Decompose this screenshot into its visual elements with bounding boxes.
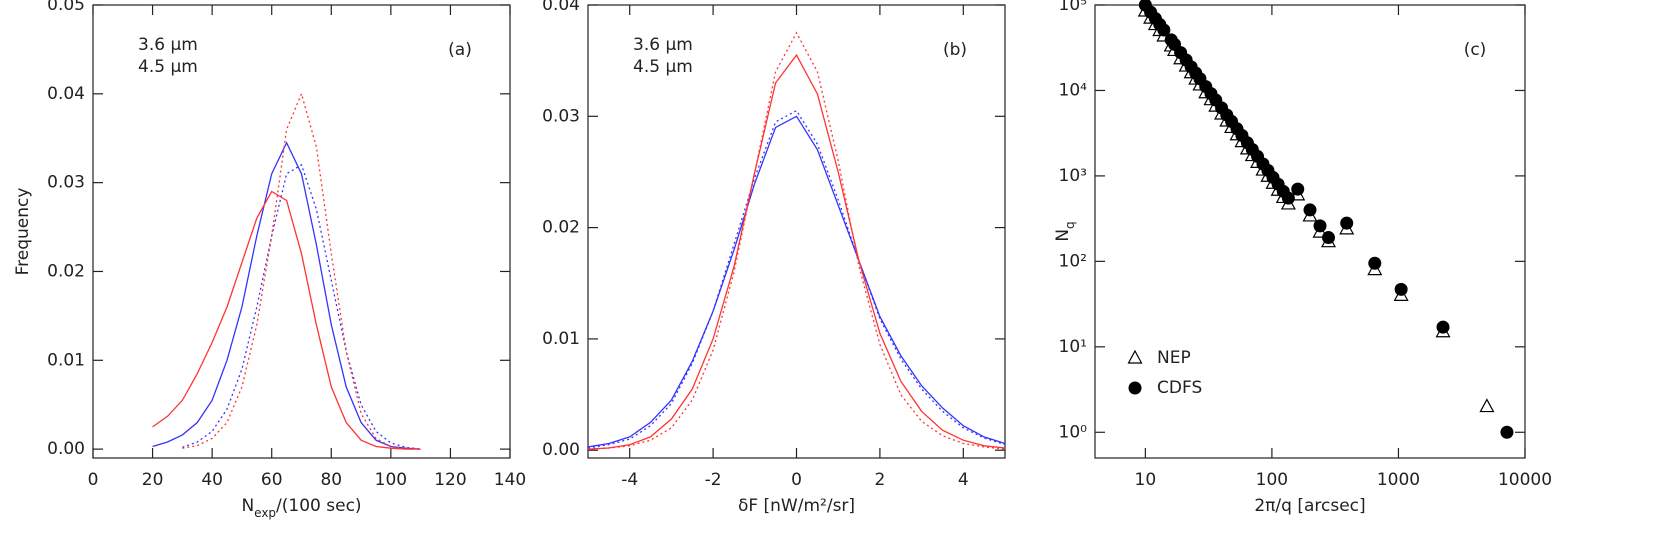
subscript: q bbox=[1063, 221, 1077, 229]
series-line bbox=[182, 91, 421, 450]
circle-marker bbox=[1281, 191, 1295, 205]
x-tick-label: 20 bbox=[142, 470, 164, 490]
circle-marker bbox=[1368, 256, 1382, 270]
x-axis-label: δF [nW/m²/sr] bbox=[738, 496, 855, 516]
y-tick-label: 0.04 bbox=[47, 84, 85, 104]
y-tick-label: 0.01 bbox=[47, 350, 85, 370]
series-line bbox=[152, 190, 421, 450]
y-tick-label: 0.00 bbox=[542, 440, 580, 460]
y-tick-label: 0.02 bbox=[542, 218, 580, 238]
y-tick-label: 0.01 bbox=[542, 329, 580, 349]
x-tick-label: 60 bbox=[261, 470, 283, 490]
circle-marker bbox=[1340, 216, 1354, 230]
x-tick-label: 100 bbox=[375, 470, 407, 490]
x-tick-label: 80 bbox=[320, 470, 342, 490]
y-axis-label: Nq bbox=[1053, 221, 1077, 241]
x-axis-label: Nexp/(100 sec) bbox=[241, 496, 361, 520]
series-line bbox=[587, 115, 1006, 448]
x-axis-label: 2π/q [arcsec] bbox=[1254, 496, 1365, 516]
circle-marker bbox=[1321, 231, 1335, 245]
x-tick-label: -4 bbox=[621, 470, 638, 490]
label-part: /(100 sec) bbox=[276, 496, 362, 516]
series-line bbox=[587, 109, 1006, 449]
y-tick-label: 0.03 bbox=[542, 106, 580, 126]
legend-label: 3.6 μm bbox=[633, 35, 693, 55]
circle-marker bbox=[1291, 182, 1305, 196]
x-tick-label: 10 bbox=[1135, 470, 1157, 490]
legend-marker bbox=[1128, 381, 1142, 395]
circle-marker bbox=[1394, 282, 1408, 296]
y-tick-label: 10² bbox=[1059, 251, 1087, 271]
y-tick-label: 0.05 bbox=[47, 0, 85, 15]
legend-marker bbox=[1127, 349, 1143, 364]
x-tick-label: 100 bbox=[1256, 470, 1288, 490]
legend-label: CDFS bbox=[1157, 378, 1202, 398]
plot-frame bbox=[92, 4, 511, 459]
y-tick-label: 10⁴ bbox=[1059, 80, 1088, 100]
legend-label: NEP bbox=[1157, 348, 1191, 368]
y-tick-label: 10⁰ bbox=[1059, 422, 1088, 442]
x-tick-label: 140 bbox=[494, 470, 526, 490]
x-tick-label: 10000 bbox=[1498, 470, 1552, 490]
x-tick-label: -2 bbox=[705, 470, 722, 490]
panel-label: (c) bbox=[1464, 40, 1487, 60]
series-line bbox=[152, 141, 421, 450]
circle-marker bbox=[1313, 219, 1327, 233]
legend-label: 3.6 μm bbox=[138, 35, 198, 55]
subscript: exp bbox=[254, 506, 276, 520]
circle-marker bbox=[1303, 203, 1317, 217]
series-line bbox=[587, 31, 1006, 450]
series-line bbox=[587, 53, 1006, 450]
y-tick-label: 10⁵ bbox=[1059, 0, 1087, 15]
legend-label: 4.5 μm bbox=[138, 57, 198, 77]
circle-marker bbox=[1157, 23, 1171, 37]
triangle-marker bbox=[1479, 398, 1495, 413]
y-tick-label: 0.04 bbox=[542, 0, 580, 15]
x-tick-label: 1000 bbox=[1377, 470, 1420, 490]
circle-marker bbox=[1500, 425, 1514, 439]
y-tick-label: 0.02 bbox=[47, 261, 85, 281]
x-tick-label: 2 bbox=[874, 470, 885, 490]
y-tick-label: 0.00 bbox=[47, 439, 85, 459]
panel-label: (b) bbox=[943, 40, 967, 60]
x-tick-label: 40 bbox=[201, 470, 223, 490]
series-line bbox=[182, 163, 421, 450]
y-tick-label: 0.03 bbox=[47, 173, 85, 193]
plot-frame bbox=[1094, 4, 1526, 459]
y-tick-label: 10³ bbox=[1059, 166, 1087, 186]
x-tick-label: 120 bbox=[434, 470, 466, 490]
legend-label: 4.5 μm bbox=[633, 57, 693, 77]
panel-label: (a) bbox=[448, 40, 472, 60]
label-part: N bbox=[1053, 229, 1073, 242]
label-part: N bbox=[241, 496, 254, 516]
y-axis-label: Frequency bbox=[13, 188, 33, 276]
circle-marker bbox=[1436, 320, 1450, 334]
x-tick-label: 0 bbox=[88, 470, 99, 490]
x-tick-label: 0 bbox=[791, 470, 802, 490]
x-tick-label: 4 bbox=[958, 470, 969, 490]
y-tick-label: 10¹ bbox=[1059, 337, 1087, 357]
